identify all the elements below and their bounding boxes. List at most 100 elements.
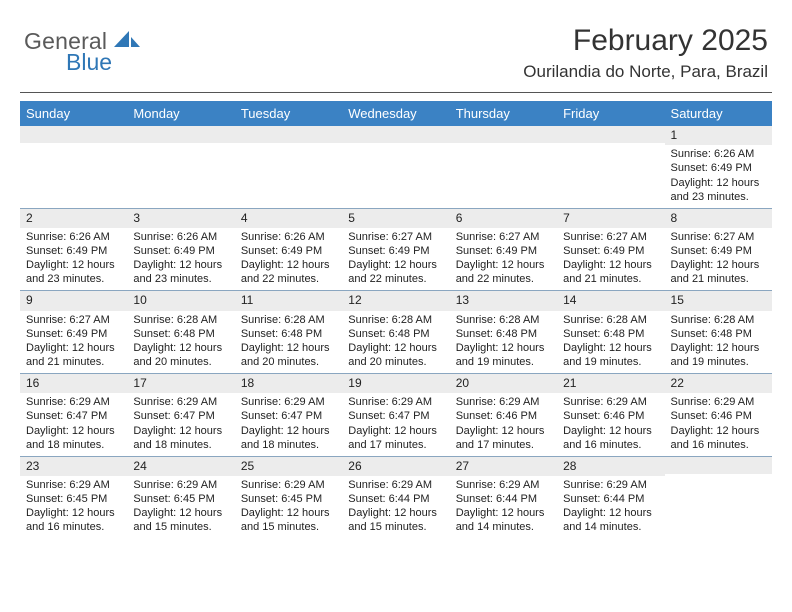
day-detail-line: Sunrise: 6:26 AM: [241, 230, 336, 244]
calendar-cell: 9Sunrise: 6:27 AMSunset: 6:49 PMDaylight…: [20, 291, 127, 373]
day-number: 7: [557, 209, 664, 228]
logo: General Blue: [24, 28, 140, 76]
calendar-cell: 7Sunrise: 6:27 AMSunset: 6:49 PMDaylight…: [557, 209, 664, 291]
calendar-cell: [342, 126, 449, 208]
location-text: Ourilandia do Norte, Para, Brazil: [523, 62, 768, 82]
day-number: 11: [235, 291, 342, 310]
calendar-cell: 15Sunrise: 6:28 AMSunset: 6:48 PMDayligh…: [665, 291, 772, 373]
day-detail-line: Sunset: 6:48 PM: [456, 327, 551, 341]
day-details: [342, 143, 449, 145]
calendar-header-row: SundayMondayTuesdayWednesdayThursdayFrid…: [20, 101, 772, 126]
day-details: Sunrise: 6:29 AMSunset: 6:47 PMDaylight:…: [20, 393, 127, 451]
day-details: Sunrise: 6:26 AMSunset: 6:49 PMDaylight:…: [20, 228, 127, 286]
day-detail-line: Sunrise: 6:27 AM: [671, 230, 766, 244]
day-detail-line: Sunset: 6:49 PM: [563, 244, 658, 258]
day-number: 21: [557, 374, 664, 393]
day-detail-line: Daylight: 12 hours and 16 minutes.: [671, 424, 766, 452]
day-detail-line: Sunset: 6:47 PM: [241, 409, 336, 423]
day-detail-line: Daylight: 12 hours and 15 minutes.: [133, 506, 228, 534]
day-number: 19: [342, 374, 449, 393]
day-detail-line: Sunset: 6:48 PM: [348, 327, 443, 341]
day-detail-line: Sunrise: 6:27 AM: [563, 230, 658, 244]
calendar-cell: 12Sunrise: 6:28 AMSunset: 6:48 PMDayligh…: [342, 291, 449, 373]
calendar-cell: 25 Sunrise: 6:29 AMSunset: 6:45 PMDayligh…: [235, 457, 342, 539]
day-number: 27: [450, 457, 557, 476]
day-detail-line: Sunrise: 6:26 AM: [133, 230, 228, 244]
day-number: [235, 126, 342, 143]
day-detail-line: Sunset: 6:49 PM: [671, 161, 766, 175]
title-block: February 2025 Ourilandia do Norte, Para,…: [523, 24, 768, 82]
calendar-row: 1Sunrise: 6:26 AMSunset: 6:49 PMDaylight…: [20, 126, 772, 209]
day-details: Sunrise: 6:29 AMSunset: 6:46 PMDaylight:…: [665, 393, 772, 451]
calendar-cell: [557, 126, 664, 208]
day-detail-line: Daylight: 12 hours and 20 minutes.: [241, 341, 336, 369]
day-detail-line: Sunset: 6:48 PM: [563, 327, 658, 341]
day-detail-line: Sunset: 6:45 PM: [241, 492, 336, 506]
day-detail-line: Daylight: 12 hours and 18 minutes.: [133, 424, 228, 452]
day-detail-line: Daylight: 12 hours and 20 minutes.: [133, 341, 228, 369]
calendar-header-cell: Friday: [557, 101, 664, 126]
day-detail-line: Sunrise: 6:29 AM: [456, 478, 551, 492]
day-detail-line: Sunset: 6:44 PM: [563, 492, 658, 506]
day-number: [20, 126, 127, 143]
day-details: Sunrise: 6:29 AMSunset: 6:45 PMDaylight:…: [20, 476, 127, 534]
calendar-cell: 8Sunrise: 6:27 AMSunset: 6:49 PMDaylight…: [665, 209, 772, 291]
day-number: 6: [450, 209, 557, 228]
day-detail-line: Sunrise: 6:28 AM: [563, 313, 658, 327]
day-number: 8: [665, 209, 772, 228]
header-divider: [20, 92, 772, 93]
calendar-cell: 24Sunrise: 6:29 AMSunset: 6:45 PMDayligh…: [127, 457, 234, 539]
day-number: 25: [235, 457, 342, 476]
day-details: Sunrise: 6:29 AMSunset: 6:47 PMDaylight:…: [127, 393, 234, 451]
calendar-row: 2Sunrise: 6:26 AMSunset: 6:49 PMDaylight…: [20, 209, 772, 292]
calendar-cell: 19Sunrise: 6:29 AMSunset: 6:47 PMDayligh…: [342, 374, 449, 456]
day-detail-line: Sunrise: 6:29 AM: [133, 478, 228, 492]
day-detail-line: Sunset: 6:44 PM: [456, 492, 551, 506]
day-number: 5: [342, 209, 449, 228]
day-detail-line: Sunset: 6:45 PM: [133, 492, 228, 506]
day-details: Sunrise: 6:29 AMSunset: 6:46 PMDaylight:…: [557, 393, 664, 451]
day-number: 1: [665, 126, 772, 145]
day-number: [342, 126, 449, 143]
calendar-cell: 11Sunrise: 6:28 AMSunset: 6:48 PMDayligh…: [235, 291, 342, 373]
day-detail-line: Daylight: 12 hours and 18 minutes.: [26, 424, 121, 452]
day-details: Sunrise: 6:28 AMSunset: 6:48 PMDaylight:…: [235, 311, 342, 369]
day-detail-line: Daylight: 12 hours and 23 minutes.: [26, 258, 121, 286]
calendar-header-cell: Wednesday: [342, 101, 449, 126]
calendar-cell: 1Sunrise: 6:26 AMSunset: 6:49 PMDaylight…: [665, 126, 772, 208]
day-details: Sunrise: 6:28 AMSunset: 6:48 PMDaylight:…: [127, 311, 234, 369]
calendar-cell: 23Sunrise: 6:29 AMSunset: 6:45 PMDayligh…: [20, 457, 127, 539]
day-detail-line: Sunrise: 6:28 AM: [456, 313, 551, 327]
day-detail-line: Sunset: 6:44 PM: [348, 492, 443, 506]
day-detail-line: Sunrise: 6:29 AM: [671, 395, 766, 409]
day-number: 22: [665, 374, 772, 393]
day-detail-line: Daylight: 12 hours and 15 minutes.: [241, 506, 336, 534]
day-detail-line: Sunrise: 6:29 AM: [348, 395, 443, 409]
day-details: Sunrise: 6:28 AMSunset: 6:48 PMDaylight:…: [450, 311, 557, 369]
calendar-header-cell: Saturday: [665, 101, 772, 126]
day-number: 15: [665, 291, 772, 310]
calendar-cell: 6Sunrise: 6:27 AMSunset: 6:49 PMDaylight…: [450, 209, 557, 291]
day-detail-line: Sunrise: 6:29 AM: [241, 478, 336, 492]
day-number: 16: [20, 374, 127, 393]
calendar-header-cell: Monday: [127, 101, 234, 126]
day-detail-line: Daylight: 12 hours and 22 minutes.: [241, 258, 336, 286]
calendar-row: 23Sunrise: 6:29 AMSunset: 6:45 PMDayligh…: [20, 457, 772, 539]
day-detail-line: Daylight: 12 hours and 23 minutes.: [133, 258, 228, 286]
day-detail-line: Sunset: 6:45 PM: [26, 492, 121, 506]
day-number: 3: [127, 209, 234, 228]
day-details: Sunrise: 6:27 AMSunset: 6:49 PMDaylight:…: [20, 311, 127, 369]
day-detail-line: Daylight: 12 hours and 14 minutes.: [563, 506, 658, 534]
day-number: 28: [557, 457, 664, 476]
calendar-cell: [665, 457, 772, 539]
day-detail-line: Daylight: 12 hours and 16 minutes.: [26, 506, 121, 534]
day-number: 2: [20, 209, 127, 228]
calendar-cell: 4Sunrise: 6:26 AMSunset: 6:49 PMDaylight…: [235, 209, 342, 291]
day-detail-line: Sunrise: 6:29 AM: [133, 395, 228, 409]
day-number: 23: [20, 457, 127, 476]
day-details: Sunrise: 6:27 AMSunset: 6:49 PMDaylight:…: [342, 228, 449, 286]
day-details: Sunrise: 6:28 AMSunset: 6:48 PMDaylight:…: [665, 311, 772, 369]
day-details: Sunrise: 6:29 AMSunset: 6:47 PMDaylight:…: [342, 393, 449, 451]
day-detail-line: Sunset: 6:47 PM: [26, 409, 121, 423]
calendar: SundayMondayTuesdayWednesdayThursdayFrid…: [20, 101, 772, 538]
